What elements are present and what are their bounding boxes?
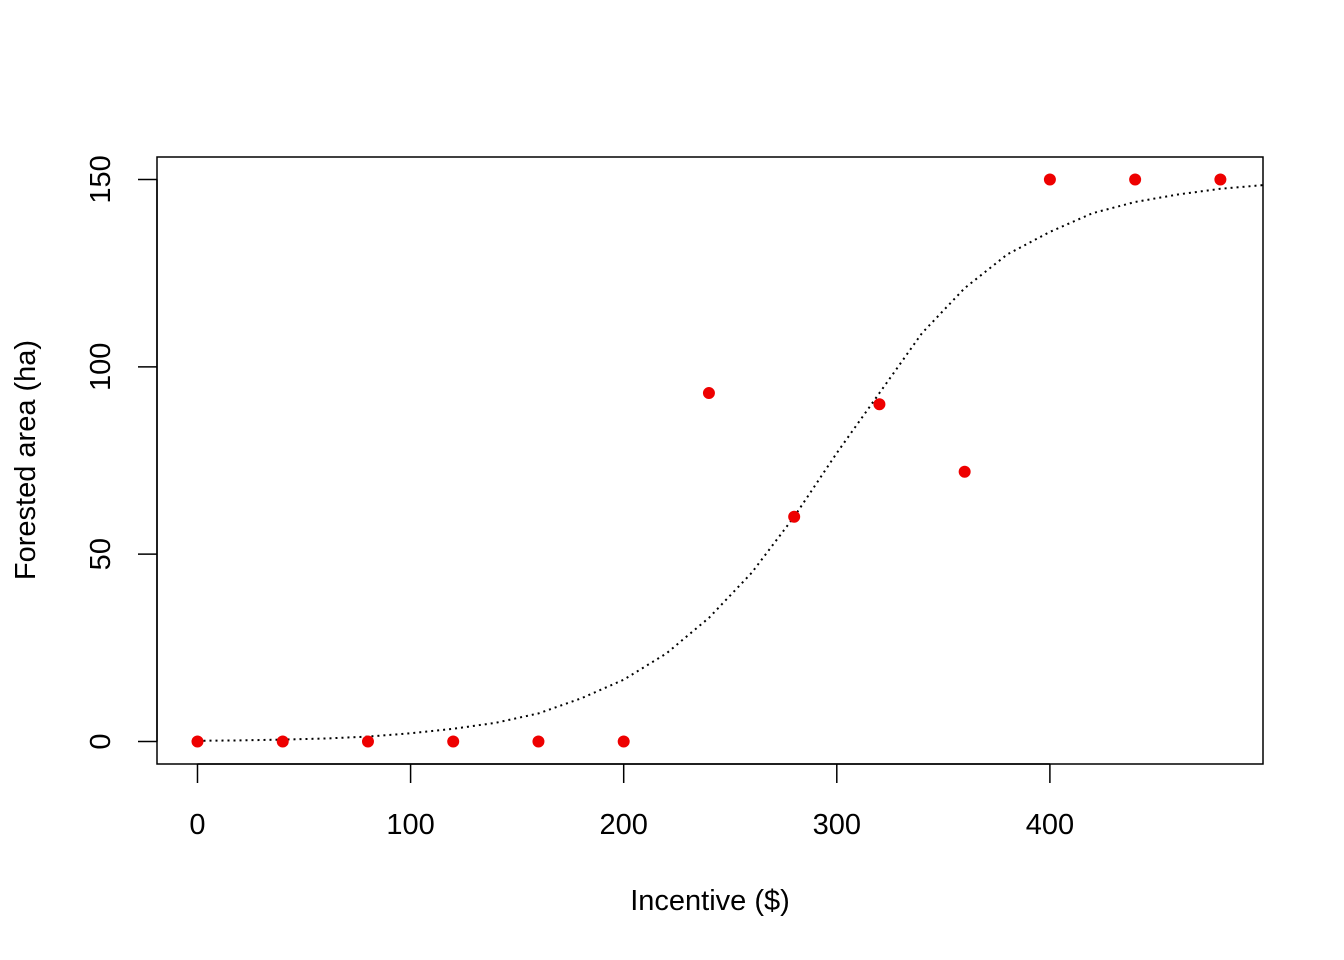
data-point xyxy=(447,735,460,748)
data-point xyxy=(1214,173,1227,186)
data-point xyxy=(532,735,545,748)
data-point xyxy=(361,735,374,748)
data-point xyxy=(788,510,801,523)
fitted-curve xyxy=(197,184,1264,742)
y-tick-label: 0 xyxy=(85,733,117,749)
y-tick-label: 50 xyxy=(85,538,117,570)
data-point xyxy=(702,387,715,400)
plot-frame xyxy=(156,156,1264,765)
fitted-curve-layer xyxy=(197,184,1264,742)
data-point xyxy=(617,735,630,748)
x-axis: 0 100 200 300 400 xyxy=(189,763,1074,841)
y-axis-label: Forested area (ha) xyxy=(10,340,42,580)
y-tick-label: 100 xyxy=(85,343,117,391)
x-tick-label: 300 xyxy=(813,809,861,841)
data-point xyxy=(1043,173,1056,186)
x-tick-label: 200 xyxy=(599,809,647,841)
data-point xyxy=(958,465,971,478)
data-points-layer xyxy=(191,173,1227,748)
y-axis: 0 50 100 150 xyxy=(85,155,158,750)
x-axis-label: Incentive ($) xyxy=(630,885,790,917)
x-tick-label: 0 xyxy=(189,809,205,841)
y-tick-label: 150 xyxy=(85,155,117,203)
x-tick-label: 400 xyxy=(1026,809,1074,841)
data-point xyxy=(276,735,289,748)
x-tick-label: 100 xyxy=(386,809,434,841)
data-point xyxy=(191,735,204,748)
data-point xyxy=(1129,173,1142,186)
data-point xyxy=(873,398,886,411)
